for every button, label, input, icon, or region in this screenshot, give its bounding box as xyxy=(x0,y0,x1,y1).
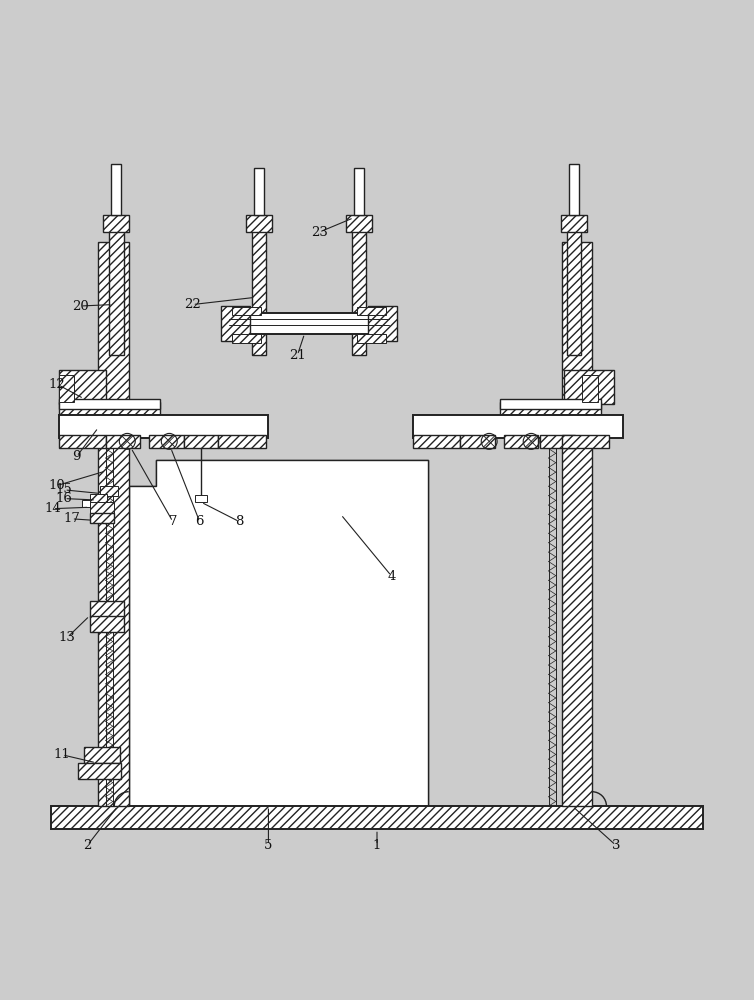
Text: 17: 17 xyxy=(63,512,80,525)
Bar xyxy=(460,435,495,448)
Text: 16: 16 xyxy=(56,492,72,505)
Bar xyxy=(81,500,90,507)
Text: 1: 1 xyxy=(372,839,382,852)
Bar xyxy=(90,616,124,632)
Text: 4: 4 xyxy=(388,570,396,583)
Text: 3: 3 xyxy=(611,839,620,852)
Text: 23: 23 xyxy=(311,226,327,239)
Polygon shape xyxy=(129,460,428,806)
Bar xyxy=(564,370,615,404)
Text: 8: 8 xyxy=(235,515,244,528)
Bar xyxy=(504,435,538,448)
Bar xyxy=(109,225,124,355)
Bar xyxy=(351,225,366,355)
Bar xyxy=(90,601,124,617)
Bar xyxy=(232,334,261,343)
Text: 15: 15 xyxy=(56,483,72,496)
Bar xyxy=(413,435,460,448)
Text: 21: 21 xyxy=(289,349,306,362)
Bar xyxy=(184,435,219,448)
Bar xyxy=(59,370,106,404)
Bar xyxy=(561,215,587,232)
Bar xyxy=(569,164,579,215)
Bar xyxy=(59,402,160,415)
Bar xyxy=(106,435,140,448)
Bar xyxy=(413,415,623,438)
Bar xyxy=(219,435,265,448)
Bar xyxy=(90,502,115,513)
Bar xyxy=(90,494,107,504)
Bar xyxy=(357,307,386,315)
Bar xyxy=(354,168,364,215)
Text: 11: 11 xyxy=(54,748,71,761)
Bar xyxy=(222,306,250,341)
Bar xyxy=(103,215,130,232)
Text: 10: 10 xyxy=(49,479,66,492)
Bar xyxy=(78,763,121,779)
Bar xyxy=(59,375,75,402)
Bar xyxy=(562,435,608,448)
Text: 13: 13 xyxy=(59,631,75,644)
Bar xyxy=(368,306,397,341)
Bar xyxy=(562,242,592,806)
Bar xyxy=(59,415,268,438)
Bar xyxy=(254,168,264,215)
Text: 12: 12 xyxy=(49,378,66,391)
Bar xyxy=(59,399,160,409)
Text: 5: 5 xyxy=(264,839,273,852)
Text: 6: 6 xyxy=(195,515,204,528)
Bar xyxy=(59,435,106,448)
Bar xyxy=(500,402,602,415)
Bar xyxy=(90,513,115,523)
Bar xyxy=(582,375,598,402)
Bar xyxy=(228,313,389,334)
Text: 20: 20 xyxy=(72,300,89,313)
Bar xyxy=(84,747,120,763)
Bar xyxy=(500,399,602,409)
Bar xyxy=(51,806,703,829)
Text: 9: 9 xyxy=(72,450,81,463)
Bar xyxy=(252,225,266,355)
Bar xyxy=(149,435,184,448)
Bar xyxy=(567,225,581,355)
Bar xyxy=(112,164,121,215)
Text: 7: 7 xyxy=(169,515,177,528)
Bar xyxy=(98,242,129,806)
Bar xyxy=(357,334,386,343)
Bar xyxy=(232,307,261,315)
Text: 2: 2 xyxy=(83,839,92,852)
Bar xyxy=(195,495,207,502)
Bar xyxy=(346,215,372,232)
Bar xyxy=(540,435,575,448)
Text: 22: 22 xyxy=(184,298,201,311)
Bar xyxy=(100,486,118,496)
Text: 14: 14 xyxy=(44,502,61,515)
Bar xyxy=(246,215,272,232)
